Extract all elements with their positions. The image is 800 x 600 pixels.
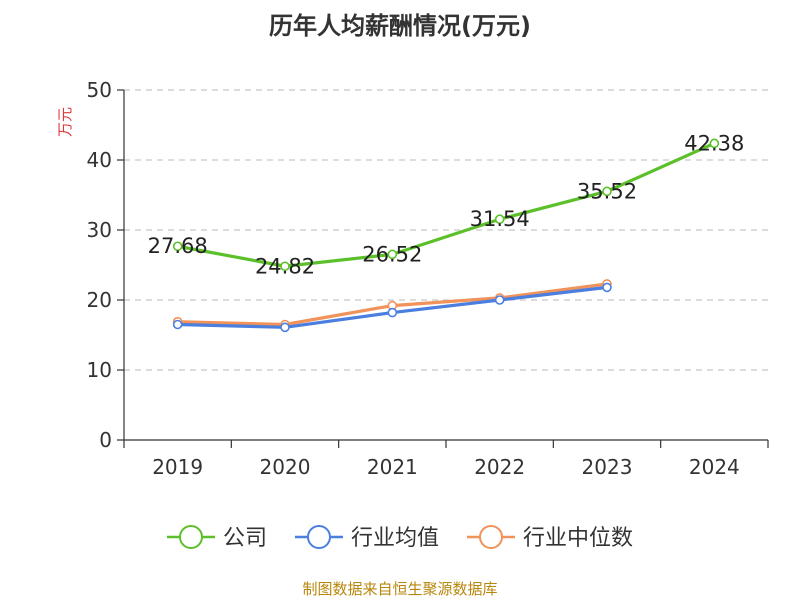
data-point[interactable] (387, 249, 398, 260)
y-tick-label: 30 (87, 218, 112, 242)
x-tick-label: 2020 (260, 455, 311, 479)
data-point[interactable] (280, 261, 290, 272)
data-point[interactable] (494, 214, 505, 225)
data-labels: 27.68 24.82 26.52 31.54 35.52 42.38 (148, 131, 745, 278)
data-label: 26.52 (362, 242, 422, 266)
data-point[interactable] (280, 322, 290, 333)
legend-item-公司[interactable]: 公司 (167, 525, 267, 551)
y-tick-label: 10 (87, 358, 112, 382)
x-tick-label: 2024 (689, 455, 740, 479)
data-point[interactable] (387, 307, 398, 318)
data-label: 31.54 (470, 207, 530, 231)
y-tick-label: 0 (99, 428, 112, 452)
legend-label: 行业均值 (351, 526, 439, 551)
y-tick-label: 20 (87, 288, 112, 312)
legend[interactable]: 公司 行业均值 行业中位数 (167, 525, 633, 551)
legend-label: 公司 (223, 526, 267, 551)
axes: 0 10 20 30 40 50 2019 2020 2021 2022 2023 2024 (87, 78, 769, 479)
x-tick-label: 2022 (474, 455, 525, 479)
legend-item-行业均值[interactable]: 行业均值 (295, 525, 439, 551)
source-note: 制图数据来自恒生聚源数据库 (302, 580, 497, 598)
gridlines (124, 89, 768, 371)
data-point[interactable] (494, 295, 505, 305)
data-point[interactable] (709, 138, 720, 149)
legend-marker-icon (307, 525, 331, 549)
x-tick-label: 2023 (582, 455, 633, 479)
x-tick-label: 2021 (367, 455, 418, 479)
data-label: 35.52 (577, 179, 637, 203)
data-point[interactable] (602, 282, 612, 293)
legend-marker-icon (479, 525, 503, 549)
data-label: 24.82 (255, 254, 315, 278)
data-label: 42.38 (684, 131, 744, 155)
y-tick-label: 40 (87, 148, 112, 172)
data-point[interactable] (602, 186, 612, 197)
legend-item-行业中位数[interactable]: 行业中位数 (467, 525, 633, 551)
series-lines (172, 138, 720, 333)
series-line-公司 (176, 141, 716, 268)
legend-label: 行业中位数 (523, 526, 633, 551)
x-tick-label: 2019 (152, 455, 203, 479)
legend-marker-icon (179, 525, 203, 549)
y-axis-unit-label: 万元 (56, 107, 74, 137)
data-label: 27.68 (148, 234, 208, 258)
data-point[interactable] (172, 319, 183, 330)
chart-title: 历年人均薪酬情况(万元) (269, 12, 531, 40)
data-point[interactable] (172, 241, 183, 252)
y-tick-label: 50 (87, 78, 112, 102)
